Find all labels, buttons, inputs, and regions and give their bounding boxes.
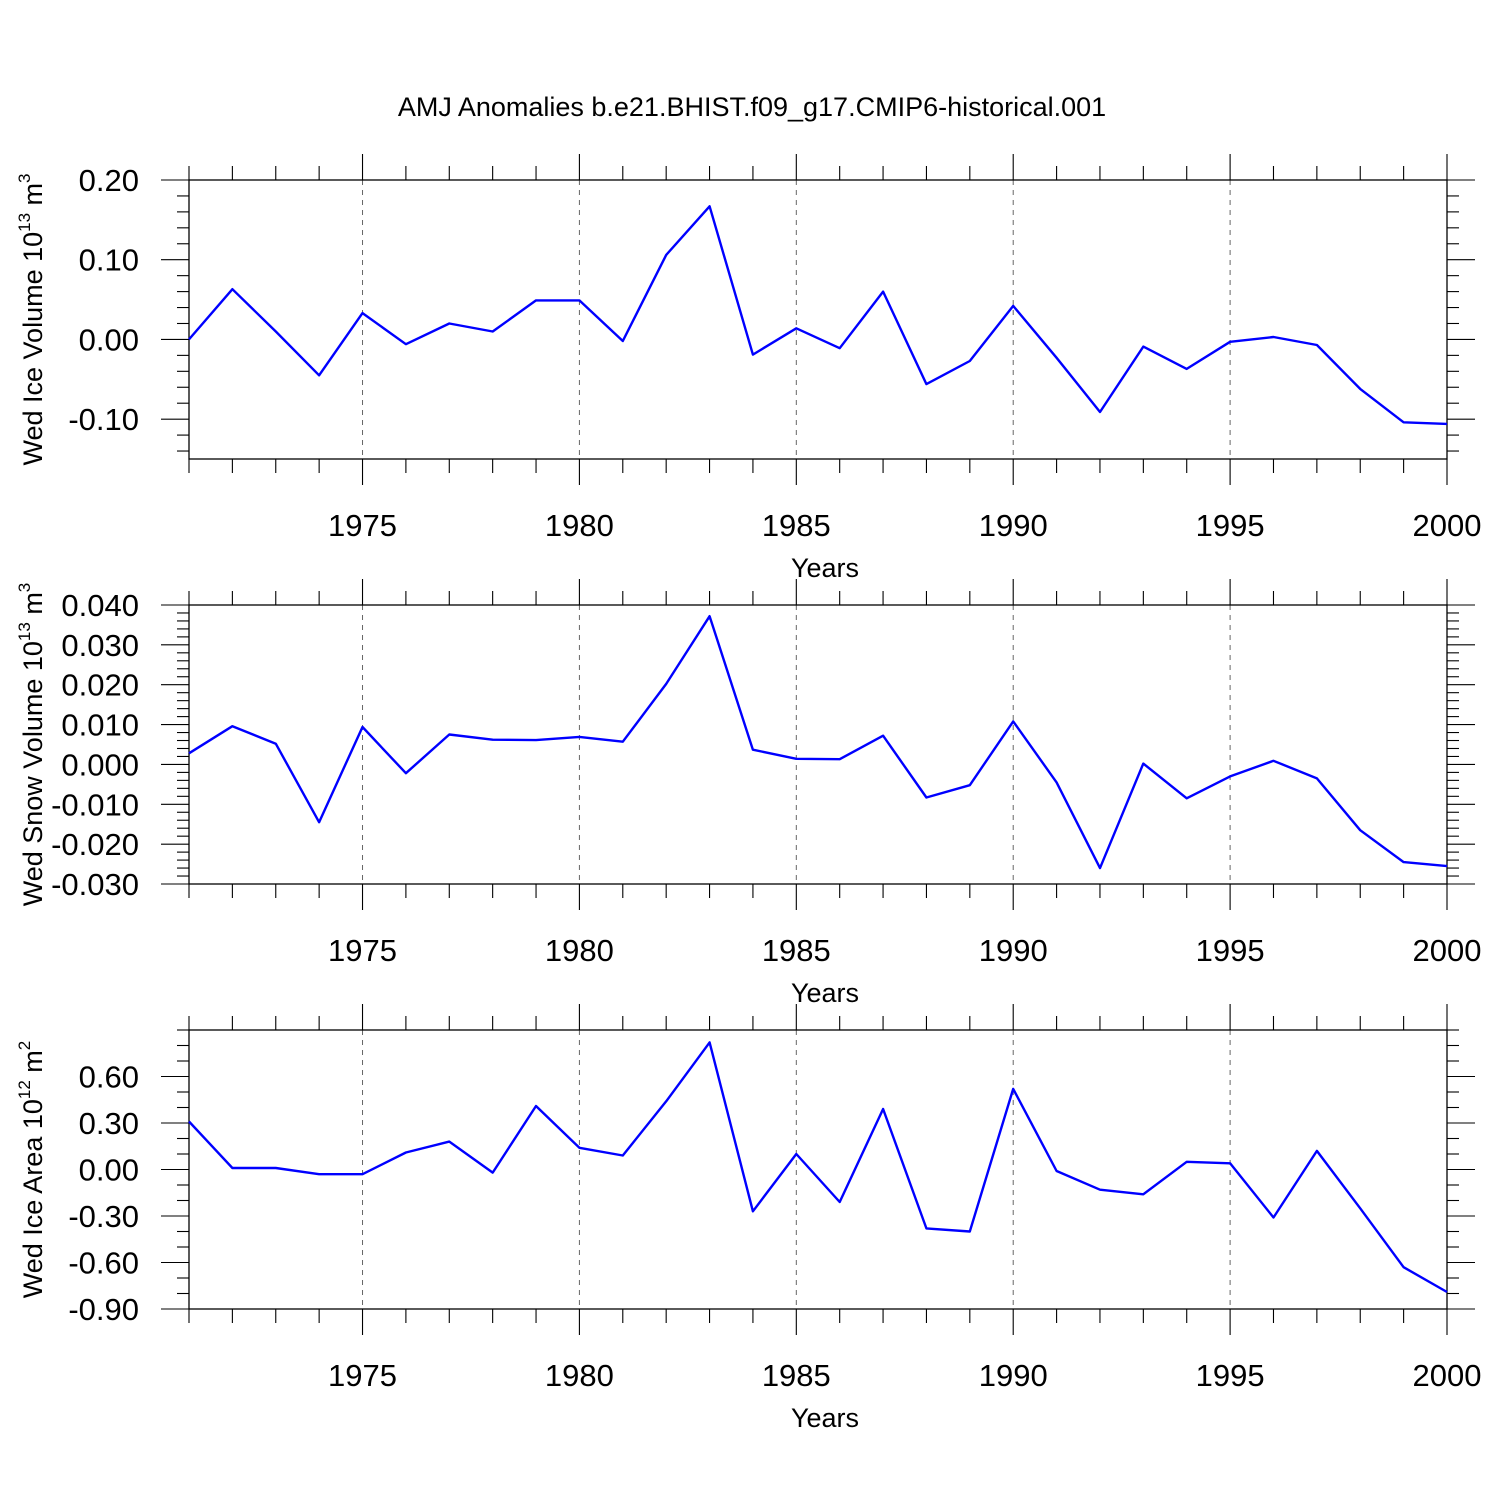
y-axis-label-superscript: 3 bbox=[15, 583, 34, 592]
y-tick-label: 0.10 bbox=[79, 243, 139, 278]
x-tick-label: 1985 bbox=[762, 508, 831, 543]
x-tick-label: 1995 bbox=[1196, 1358, 1265, 1393]
y-tick-label: 0.20 bbox=[79, 163, 139, 198]
y-axis-label-part: m bbox=[18, 183, 48, 213]
chart-panel-2: 0.040 0.030 0.020 0.010 0.000 -0.010 -0.020 -0.… bbox=[15, 579, 1481, 1008]
x-tick-label: 1980 bbox=[545, 508, 614, 543]
y-axis-label-superscript: 2 bbox=[15, 1041, 34, 1050]
x-tick-label: 1990 bbox=[979, 1358, 1048, 1393]
plot-frame bbox=[188, 1029, 1448, 1310]
x-tick-label: 1995 bbox=[1196, 508, 1265, 543]
x-tick-label: 1990 bbox=[979, 508, 1048, 543]
y-axis-label: Wed Snow Volume 1013 m3 bbox=[15, 583, 48, 907]
y-axis-label-superscript: 13 bbox=[15, 622, 34, 641]
y-axis-label-part: m bbox=[18, 1050, 48, 1080]
y-tick-label: 0.040 bbox=[61, 588, 139, 623]
series-line bbox=[188, 615, 1448, 870]
chart-panel-1: 0.20 0.10 0.00 -0.10 1975 1980 1985 1990 1995 200… bbox=[15, 154, 1481, 583]
x-tick-label: 1975 bbox=[328, 508, 397, 543]
chart-panel-3: 0.60 0.30 0.00 -0.30 -0.60 -0.90 1975 1980 1985 1… bbox=[15, 1004, 1481, 1433]
y-tick-label: -0.10 bbox=[68, 402, 139, 437]
plot-frame bbox=[188, 604, 1448, 885]
y-tick-label: 0.00 bbox=[79, 1153, 139, 1188]
plot-frame bbox=[188, 179, 1448, 460]
y-tick-label: -0.010 bbox=[51, 787, 139, 822]
y-axis-label: Wed Ice Area 1012 m2 bbox=[15, 1041, 48, 1299]
x-axis-label: Years bbox=[791, 978, 859, 1008]
y-axis-label: Wed Ice Volume 1013 m3 bbox=[15, 173, 48, 465]
y-axis-label-superscript: 13 bbox=[15, 213, 34, 232]
figure-title: AMJ Anomalies b.e21.BHIST.f09_g17.CMIP6-… bbox=[398, 92, 1106, 122]
y-tick-label: 0.30 bbox=[79, 1106, 139, 1141]
x-tick-label: 1975 bbox=[328, 933, 397, 968]
x-tick-label: 1985 bbox=[762, 1358, 831, 1393]
y-axis-label-part: Wed Ice Area 10 bbox=[18, 1099, 48, 1298]
x-tick-label: 1995 bbox=[1196, 933, 1265, 968]
x-tick-label: 1980 bbox=[545, 1358, 614, 1393]
x-tick-label: 1980 bbox=[545, 933, 614, 968]
x-tick-label: 2000 bbox=[1413, 1358, 1482, 1393]
y-axis-label-part: Wed Ice Volume 10 bbox=[18, 232, 48, 466]
y-tick-label: -0.020 bbox=[51, 827, 139, 862]
x-axis-label: Years bbox=[791, 553, 859, 583]
y-tick-label: 0.00 bbox=[79, 322, 139, 357]
y-axis-label-superscript: 12 bbox=[15, 1080, 34, 1099]
series-line bbox=[188, 1041, 1448, 1294]
y-tick-label: 0.010 bbox=[61, 708, 139, 743]
x-tick-label: 2000 bbox=[1413, 933, 1482, 968]
y-tick-label: -0.60 bbox=[68, 1246, 139, 1281]
y-tick-label: -0.030 bbox=[51, 867, 139, 902]
y-tick-label: 0.000 bbox=[61, 747, 139, 782]
x-tick-label: 1975 bbox=[328, 1358, 397, 1393]
y-axis-label-superscript: 3 bbox=[15, 173, 34, 182]
y-tick-label: 0.030 bbox=[61, 628, 139, 663]
x-tick-label: 1985 bbox=[762, 933, 831, 968]
x-axis-label: Years bbox=[791, 1403, 859, 1433]
y-tick-label: 0.60 bbox=[79, 1060, 139, 1095]
x-tick-label: 1990 bbox=[979, 933, 1048, 968]
y-tick-label: -0.30 bbox=[68, 1199, 139, 1234]
y-axis-label-part: m bbox=[18, 592, 48, 622]
y-tick-label: -0.90 bbox=[68, 1292, 139, 1327]
x-tick-label: 2000 bbox=[1413, 508, 1482, 543]
series-line bbox=[188, 205, 1448, 426]
y-tick-label: 0.020 bbox=[61, 668, 139, 703]
y-axis-label-part: Wed Snow Volume 10 bbox=[18, 641, 48, 906]
